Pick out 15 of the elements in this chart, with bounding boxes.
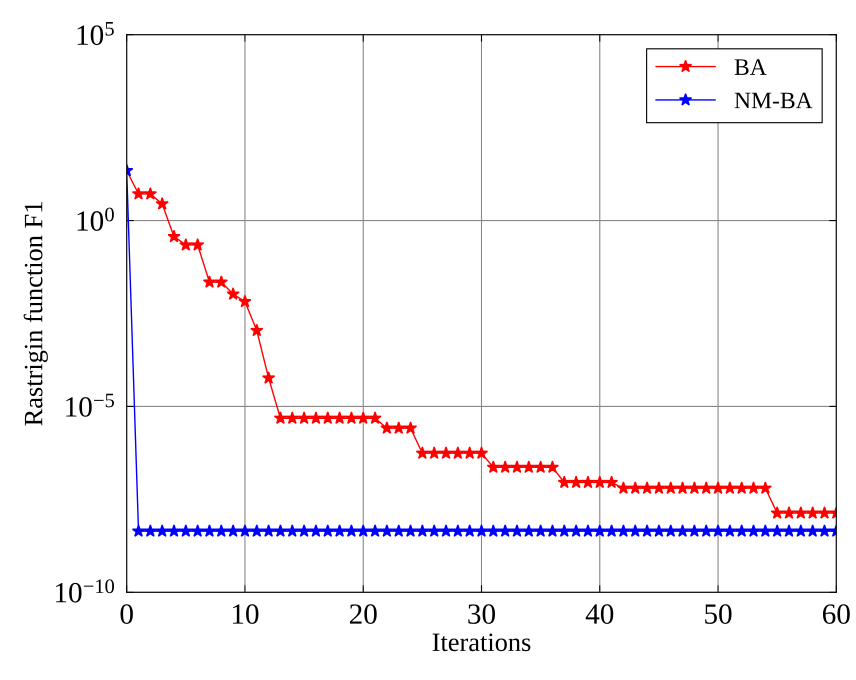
x-tick-label: 10: [232, 604, 258, 624]
x-tick-label: 30: [468, 604, 495, 624]
legend-label: NM-BA: [734, 92, 813, 108]
y-tick-label: 10$^{−5}$: [66, 394, 114, 417]
y-axis-title: Rastrigin function F1: [24, 202, 48, 426]
y-tick-label: 10$^{−10}$: [56, 579, 114, 603]
legend-label: BA: [734, 59, 767, 75]
x-axis-title: Iterations: [432, 633, 530, 652]
x-tick-label: 60: [822, 604, 850, 624]
x-tick-label: 40: [586, 604, 614, 624]
y-tick-label: 10$^{5}$: [78, 22, 114, 46]
x-tick-label: 50: [705, 604, 732, 624]
y-tick-label: 10$^{0}$: [78, 208, 114, 231]
x-tick-label: 20: [350, 604, 377, 624]
x-tick-label: 0: [120, 604, 133, 624]
